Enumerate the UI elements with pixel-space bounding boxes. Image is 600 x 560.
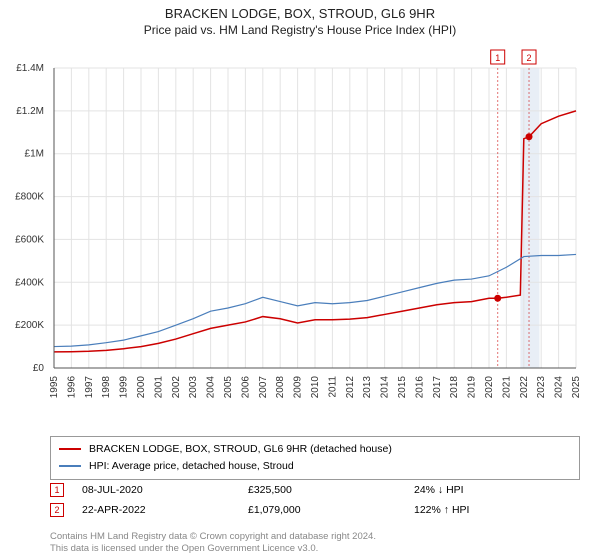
svg-text:1996: 1996 xyxy=(66,376,77,399)
svg-text:£1M: £1M xyxy=(25,149,44,160)
svg-text:2003: 2003 xyxy=(188,376,199,399)
svg-text:2013: 2013 xyxy=(362,376,373,399)
svg-text:2009: 2009 xyxy=(293,376,304,399)
svg-text:1995: 1995 xyxy=(49,376,60,399)
svg-text:2008: 2008 xyxy=(275,376,286,399)
chart-svg: £0£200K£400K£600K£800K£1M£1.2M£1.4M19951… xyxy=(50,48,580,378)
svg-text:2018: 2018 xyxy=(449,376,460,399)
event-price: £1,079,000 xyxy=(248,504,414,516)
svg-text:2010: 2010 xyxy=(310,376,321,399)
svg-text:2001: 2001 xyxy=(153,376,164,399)
svg-text:2: 2 xyxy=(527,53,532,63)
svg-text:2024: 2024 xyxy=(554,376,565,399)
chart-container: BRACKEN LODGE, BOX, STROUD, GL6 9HR Pric… xyxy=(0,0,600,560)
legend-label: HPI: Average price, detached house, Stro… xyxy=(89,458,294,475)
svg-text:2022: 2022 xyxy=(519,376,530,399)
event-price: £325,500 xyxy=(248,484,414,496)
legend-label: BRACKEN LODGE, BOX, STROUD, GL6 9HR (det… xyxy=(89,441,392,458)
event-vs-hpi: 122% ↑ HPI xyxy=(414,504,580,516)
svg-text:2019: 2019 xyxy=(467,376,478,399)
svg-text:2021: 2021 xyxy=(501,376,512,399)
legend-row: HPI: Average price, detached house, Stro… xyxy=(59,458,571,475)
svg-text:£800K: £800K xyxy=(15,192,44,203)
legend-swatch xyxy=(59,465,81,467)
svg-text:2005: 2005 xyxy=(223,376,234,399)
event-date: 22-APR-2022 xyxy=(82,504,248,516)
footer-line2: This data is licensed under the Open Gov… xyxy=(50,543,376,554)
svg-text:2015: 2015 xyxy=(397,376,408,399)
svg-text:£1.2M: £1.2M xyxy=(16,106,44,117)
svg-text:2006: 2006 xyxy=(240,376,251,399)
svg-text:2014: 2014 xyxy=(380,376,391,399)
svg-text:2025: 2025 xyxy=(571,376,582,399)
event-row: 2 22-APR-2022£1,079,000122% ↑ HPI xyxy=(50,500,580,520)
svg-text:2000: 2000 xyxy=(136,376,147,399)
footer-line1: Contains HM Land Registry data © Crown c… xyxy=(50,531,376,542)
chart-area: £0£200K£400K£600K£800K£1M£1.2M£1.4M19951… xyxy=(50,48,580,378)
svg-text:£1.4M: £1.4M xyxy=(16,63,44,74)
footer: Contains HM Land Registry data © Crown c… xyxy=(50,531,376,554)
event-marker: 2 xyxy=(50,503,64,517)
svg-text:£400K: £400K xyxy=(15,277,44,288)
svg-text:2020: 2020 xyxy=(484,376,495,399)
legend-swatch xyxy=(59,448,81,450)
svg-text:2004: 2004 xyxy=(206,376,217,399)
svg-text:2012: 2012 xyxy=(345,376,356,399)
title-sub: Price paid vs. HM Land Registry's House … xyxy=(0,23,600,39)
svg-text:2002: 2002 xyxy=(171,376,182,399)
svg-text:2007: 2007 xyxy=(258,376,269,399)
svg-text:1998: 1998 xyxy=(101,376,112,399)
legend: BRACKEN LODGE, BOX, STROUD, GL6 9HR (det… xyxy=(50,436,580,480)
event-date: 08-JUL-2020 xyxy=(82,484,248,496)
title-main: BRACKEN LODGE, BOX, STROUD, GL6 9HR xyxy=(0,6,600,23)
title-block: BRACKEN LODGE, BOX, STROUD, GL6 9HR Pric… xyxy=(0,0,600,38)
event-rows: 1 08-JUL-2020£325,50024% ↓ HPI 2 22-APR-202… xyxy=(50,480,580,520)
svg-text:2011: 2011 xyxy=(327,376,338,398)
svg-text:1: 1 xyxy=(495,53,500,63)
svg-text:£0: £0 xyxy=(33,363,45,374)
svg-text:1997: 1997 xyxy=(84,376,95,399)
legend-row: BRACKEN LODGE, BOX, STROUD, GL6 9HR (det… xyxy=(59,441,571,458)
svg-text:2016: 2016 xyxy=(414,376,425,399)
event-row: 1 08-JUL-2020£325,50024% ↓ HPI xyxy=(50,480,580,500)
svg-text:2023: 2023 xyxy=(536,376,547,399)
event-vs-hpi: 24% ↓ HPI xyxy=(414,484,580,496)
svg-text:£200K: £200K xyxy=(15,320,44,331)
event-marker: 1 xyxy=(50,483,64,497)
svg-text:1999: 1999 xyxy=(119,376,130,399)
svg-text:2017: 2017 xyxy=(432,376,443,399)
svg-text:£600K: £600K xyxy=(15,234,44,245)
